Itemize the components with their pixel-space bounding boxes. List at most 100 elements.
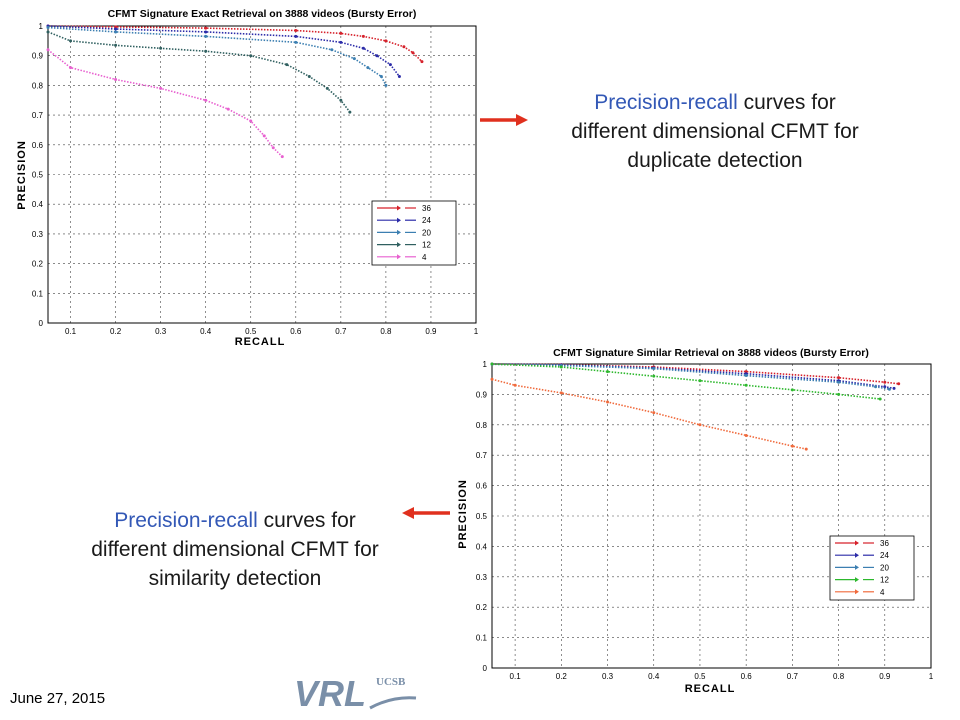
data-point-4 [652, 411, 656, 415]
legend-entry-12: 12 [880, 576, 889, 585]
y-tick-label: 0.4 [476, 542, 488, 551]
legend-entry-24: 24 [422, 216, 431, 225]
y-tick-label: 0 [483, 664, 488, 673]
caption-line3: similarity detection [148, 567, 322, 590]
data-point-4 [559, 391, 563, 395]
y-tick-label: 0.2 [32, 260, 44, 269]
footer-date: June 27, 2015 [10, 690, 106, 707]
y-axis-label: PRECISION [457, 479, 469, 549]
data-point-20 [379, 74, 383, 78]
x-tick-label: 0.1 [510, 672, 522, 681]
y-tick-label: 0.5 [476, 512, 488, 521]
data-point-12 [490, 362, 494, 366]
legend-marker-36 [397, 205, 401, 211]
data-point-4 [513, 383, 517, 387]
legend-entry-36: 36 [880, 539, 889, 548]
y-tick-label: 0.8 [476, 421, 488, 430]
data-point-36 [384, 39, 388, 43]
data-point-24 [388, 63, 392, 67]
y-tick-label: 1 [483, 360, 488, 369]
data-point-12 [159, 46, 163, 50]
caption-line2: different dimensional CFMT for [91, 538, 379, 561]
y-axis-label: PRECISION [16, 140, 28, 210]
data-point-36 [411, 51, 415, 55]
x-tick-label: 0.3 [155, 327, 167, 336]
caption-line2: different dimensional CFMT for [571, 120, 859, 143]
data-point-12 [285, 63, 289, 67]
y-tick-label: 0.7 [476, 451, 488, 460]
data-point-24 [892, 386, 896, 390]
data-point-24 [375, 54, 379, 58]
data-point-4 [114, 77, 118, 81]
arrow-left-icon [402, 507, 450, 519]
x-tick-label: 0.2 [556, 672, 568, 681]
y-tick-label: 0.3 [32, 230, 44, 239]
x-tick-label: 0.4 [648, 672, 660, 681]
series-line-20 [491, 363, 890, 390]
data-point-24 [204, 30, 208, 34]
data-point-36 [883, 380, 887, 384]
data-point-36 [837, 376, 841, 380]
legend-marker-20 [397, 229, 401, 235]
data-point-12 [606, 370, 610, 374]
data-point-36 [744, 370, 748, 374]
y-tick-label: 0.6 [476, 482, 488, 491]
data-point-12 [339, 98, 343, 102]
x-tick-label: 0.2 [110, 327, 122, 336]
x-tick-label: 0.6 [741, 672, 753, 681]
x-tick-label: 0.4 [200, 327, 212, 336]
data-point-4 [226, 107, 230, 111]
x-tick-label: 0.5 [245, 327, 257, 336]
data-point-12 [878, 397, 882, 401]
x-tick-label: 0.9 [879, 672, 891, 681]
data-point-36 [402, 45, 406, 49]
legend-marker-4 [855, 589, 859, 595]
y-tick-label: 0.8 [32, 81, 44, 90]
data-point-20 [887, 387, 891, 391]
data-point-4 [698, 423, 702, 427]
data-point-36 [204, 26, 208, 30]
data-point-20 [874, 385, 878, 389]
legend-marker-12 [397, 242, 401, 248]
plot-frame [47, 25, 477, 324]
vrl-ucsb-logo: VRL UCSB [294, 673, 417, 714]
caption-line1: curves for [257, 509, 356, 532]
data-point-12 [69, 39, 73, 43]
legend-marker-24 [855, 552, 859, 558]
legend-entry-4: 4 [880, 588, 885, 597]
caption-line1: curves for [737, 91, 836, 114]
data-point-24 [114, 27, 118, 31]
data-point-12 [698, 379, 702, 383]
data-point-24 [883, 385, 887, 389]
data-point-12 [307, 74, 311, 78]
data-point-20 [384, 83, 388, 87]
data-point-4 [69, 66, 73, 70]
y-tick-label: 0.9 [32, 52, 44, 61]
caption-highlight: Precision-recall [594, 91, 738, 114]
data-point-20 [204, 34, 208, 38]
legend-marker-4 [397, 254, 401, 260]
caption-highlight: Precision-recall [114, 509, 258, 532]
data-point-24 [397, 74, 401, 78]
data-point-4 [790, 444, 794, 448]
x-tick-label: 0.6 [290, 327, 302, 336]
data-point-4 [159, 86, 163, 90]
data-point-36 [114, 25, 118, 29]
series-line-24 [491, 363, 895, 390]
legend-entry-4: 4 [422, 253, 427, 262]
data-point-12 [348, 110, 352, 114]
series-line-12 [491, 363, 881, 400]
y-tick-label: 0.4 [32, 200, 44, 209]
data-point-4 [744, 433, 748, 437]
legend-entry-24: 24 [880, 551, 889, 560]
exact-retrieval-chart: CFMT Signature Exact Retrieval on 3888 v… [16, 8, 479, 348]
data-point-12 [46, 30, 50, 34]
data-point-12 [204, 49, 208, 53]
arrow-right-icon [480, 114, 528, 126]
legend-marker-36 [855, 540, 859, 546]
y-tick-label: 0.1 [476, 634, 488, 643]
data-point-20 [114, 30, 118, 34]
legend-entry-12: 12 [422, 241, 431, 250]
x-tick-label: 0.8 [833, 672, 845, 681]
